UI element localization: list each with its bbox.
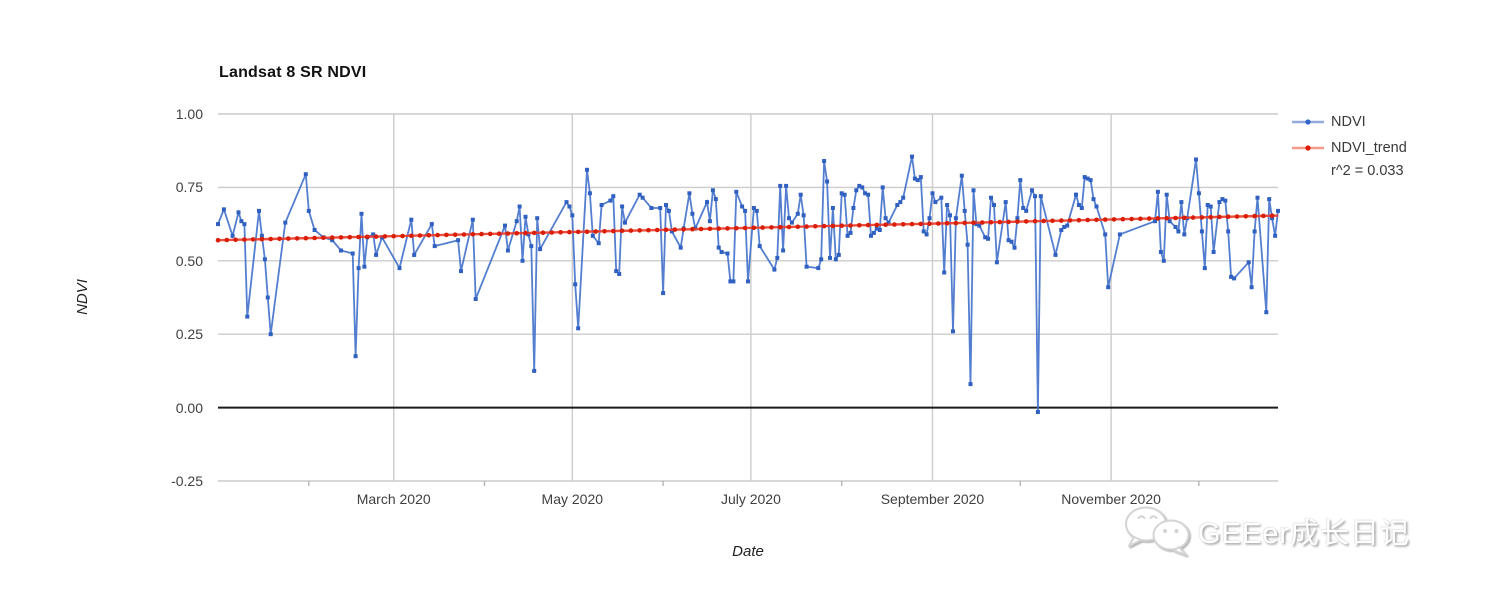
trend-line-sample-icon <box>1292 144 1324 151</box>
chart-legend: NDVI NDVI_trend r^2 = 0.033 <box>1292 111 1407 183</box>
x-axis-title: Date <box>732 543 764 560</box>
y-tick-label: 0.00 <box>175 399 203 416</box>
y-tick-label: 0.50 <box>175 252 203 269</box>
watermark-text: GEEer成长日记 <box>1198 518 1411 550</box>
y-tick-label: 1.00 <box>175 106 203 122</box>
y-axis-title: NDVI <box>74 279 91 315</box>
y-tick-label: 0.25 <box>175 326 203 343</box>
x-tick-label: March 2020 <box>356 491 431 507</box>
legend-label-ndvi: NDVI <box>1331 113 1366 130</box>
legend-entry-ndvi-trend: NDVI_trend <box>1292 137 1407 158</box>
x-tick-label: May 2020 <box>541 491 604 507</box>
legend-entry-ndvi: NDVI <box>1292 111 1407 132</box>
watermark: GEEer成长日记 <box>1120 503 1410 559</box>
y-tick-label: 0.75 <box>175 179 203 196</box>
wechat-icon <box>1125 506 1190 556</box>
x-tick-label: September 2020 <box>880 491 985 507</box>
legend-label-ndvi-trend: NDVI_trend <box>1331 139 1407 156</box>
ndvi-line-sample-icon <box>1292 118 1324 125</box>
legend-r2-value: r^2 = 0.033 <box>1331 163 1404 179</box>
y-tick-label: -0.25 <box>171 473 203 489</box>
chart-title: Landsat 8 SR NDVI <box>219 64 367 81</box>
x-tick-label: November 2020 <box>1061 491 1161 507</box>
x-tick-label: July 2020 <box>720 491 781 507</box>
